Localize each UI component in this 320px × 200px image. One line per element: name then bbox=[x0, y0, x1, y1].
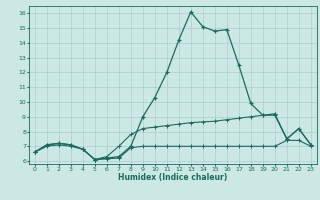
X-axis label: Humidex (Indice chaleur): Humidex (Indice chaleur) bbox=[118, 173, 228, 182]
